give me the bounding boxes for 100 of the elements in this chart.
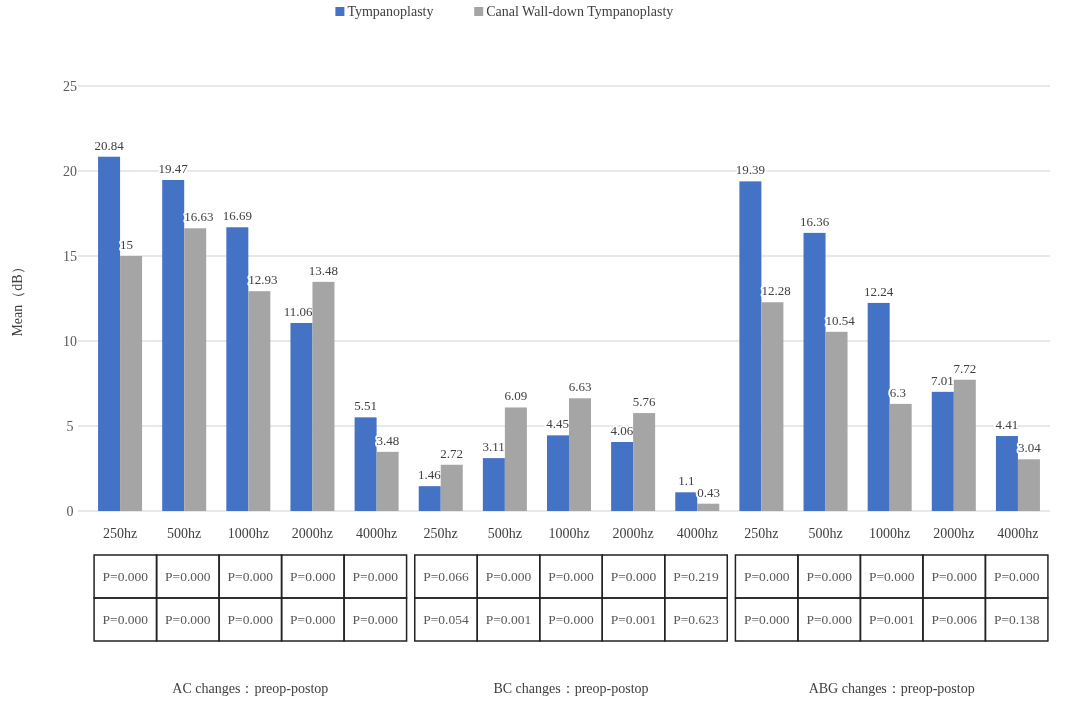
- data-label: 16.63: [184, 209, 214, 225]
- text: P=0.000: [102, 612, 149, 628]
- x-tick-label: 500hz: [487, 526, 522, 541]
- bar: [803, 232, 826, 511]
- bar: [611, 441, 634, 511]
- bar: [120, 256, 143, 511]
- data-label: 10.54: [825, 312, 856, 328]
- text: P=0.001: [868, 612, 915, 628]
- text: P=0.000: [743, 569, 790, 585]
- text: P=0.623: [673, 612, 719, 628]
- data-label: 7.01: [931, 372, 954, 388]
- data-label: 3.48: [376, 432, 400, 448]
- text: P=0.000: [227, 569, 274, 585]
- bar: [290, 322, 313, 511]
- bar: [569, 398, 591, 511]
- bar: [889, 403, 912, 511]
- text: P=0.000: [485, 569, 532, 585]
- text: P=0.000: [352, 569, 399, 585]
- data-label: 4.41: [995, 417, 1019, 433]
- data-label: 4.06: [610, 422, 634, 438]
- bar: [162, 180, 185, 511]
- data-label: 11.06: [283, 303, 313, 319]
- bar: [825, 331, 848, 511]
- x-tick-label: 4000hz: [355, 526, 398, 541]
- text: P=0.054: [423, 612, 469, 628]
- data-label: 12.24: [864, 283, 894, 299]
- data-label: 1.46: [417, 467, 442, 483]
- x-tick-label: 250hz: [102, 526, 138, 541]
- data-label: 1.1: [678, 473, 695, 489]
- bar: [440, 464, 463, 511]
- text: P=0.066: [423, 569, 469, 585]
- bar: [931, 391, 954, 511]
- text: P=0.000: [931, 569, 978, 585]
- bar: [226, 227, 249, 511]
- bar: [953, 379, 976, 511]
- y-tick-label: 20: [63, 163, 77, 179]
- data-label: 0.43: [697, 484, 721, 500]
- data-label: 6.09: [504, 388, 528, 404]
- text: P=0.006: [931, 612, 978, 628]
- text: P=0.000: [165, 569, 211, 585]
- bar: [761, 302, 784, 511]
- text: P=0.138: [993, 612, 1040, 628]
- text: P=0.000: [806, 569, 853, 585]
- x-tick-label: 500hz: [167, 526, 202, 541]
- bar: [376, 451, 399, 511]
- data-label: 6.3: [889, 384, 906, 400]
- x-tick-label: 2000hz: [933, 526, 975, 541]
- text: P=0.000: [993, 569, 1040, 585]
- data-label: 2.72: [440, 445, 464, 461]
- data-label: 5.51: [354, 398, 377, 414]
- x-tick-label: 2000hz: [291, 526, 334, 541]
- x-tick-label: 1000hz: [548, 526, 590, 541]
- text: P=0.219: [673, 569, 719, 585]
- text: P=0.001: [610, 612, 657, 628]
- text: P=0.000: [290, 612, 336, 628]
- bar: [184, 228, 207, 511]
- data-label: 12.28: [761, 283, 791, 299]
- x-tick-label: 250hz: [744, 526, 779, 541]
- x-tick-label: 500hz: [808, 526, 843, 541]
- data-label: 20.84: [94, 137, 125, 153]
- text: P=0.000: [352, 612, 399, 628]
- y-axis-title: Mean（dB）: [10, 260, 25, 337]
- text: P=0.000: [227, 612, 274, 628]
- x-tick-label: 250hz: [423, 526, 458, 541]
- text: P=0.000: [548, 612, 594, 628]
- text: P=0.001: [485, 612, 532, 628]
- data-label: 12.93: [248, 272, 278, 288]
- text: AC changes：preop-postop: [172, 681, 329, 696]
- data-label: 5.76: [632, 394, 657, 410]
- y-tick-label: 0: [66, 503, 74, 519]
- y-tick-label: 15: [63, 248, 77, 264]
- x-tick-label: 2000hz: [612, 526, 654, 541]
- text: P=0.000: [165, 612, 211, 628]
- legend-label: Canal Wall-down Tympanoplasty: [486, 4, 674, 19]
- data-label: 4.45: [546, 416, 569, 432]
- x-tick-label: 1000hz: [869, 526, 911, 541]
- text: P=0.000: [743, 612, 790, 628]
- bar: [697, 503, 720, 511]
- data-label: 19.47: [158, 161, 189, 177]
- text: BC changes：preop-postop: [493, 681, 649, 696]
- bar: [867, 302, 890, 511]
- bar: [995, 436, 1018, 511]
- legend-label: Tympanoplasty: [347, 4, 434, 19]
- text: P=0.000: [548, 569, 594, 585]
- data-label: 15: [120, 237, 134, 252]
- x-tick-label: 1000hz: [227, 526, 269, 541]
- bar: [675, 492, 698, 511]
- bar: [312, 281, 335, 511]
- bar: [504, 407, 527, 511]
- bar: [739, 181, 762, 511]
- bar: [98, 156, 121, 511]
- bar: [418, 486, 441, 511]
- data-label: 16.36: [799, 213, 830, 229]
- text: P=0.000: [868, 569, 915, 585]
- data-label: 19.39: [735, 162, 766, 178]
- text: P=0.000: [610, 569, 657, 585]
- data-label: 6.63: [568, 379, 592, 395]
- data-label: 16.69: [222, 208, 252, 224]
- text: P=0.000: [102, 569, 149, 585]
- y-tick-label: 10: [63, 333, 77, 349]
